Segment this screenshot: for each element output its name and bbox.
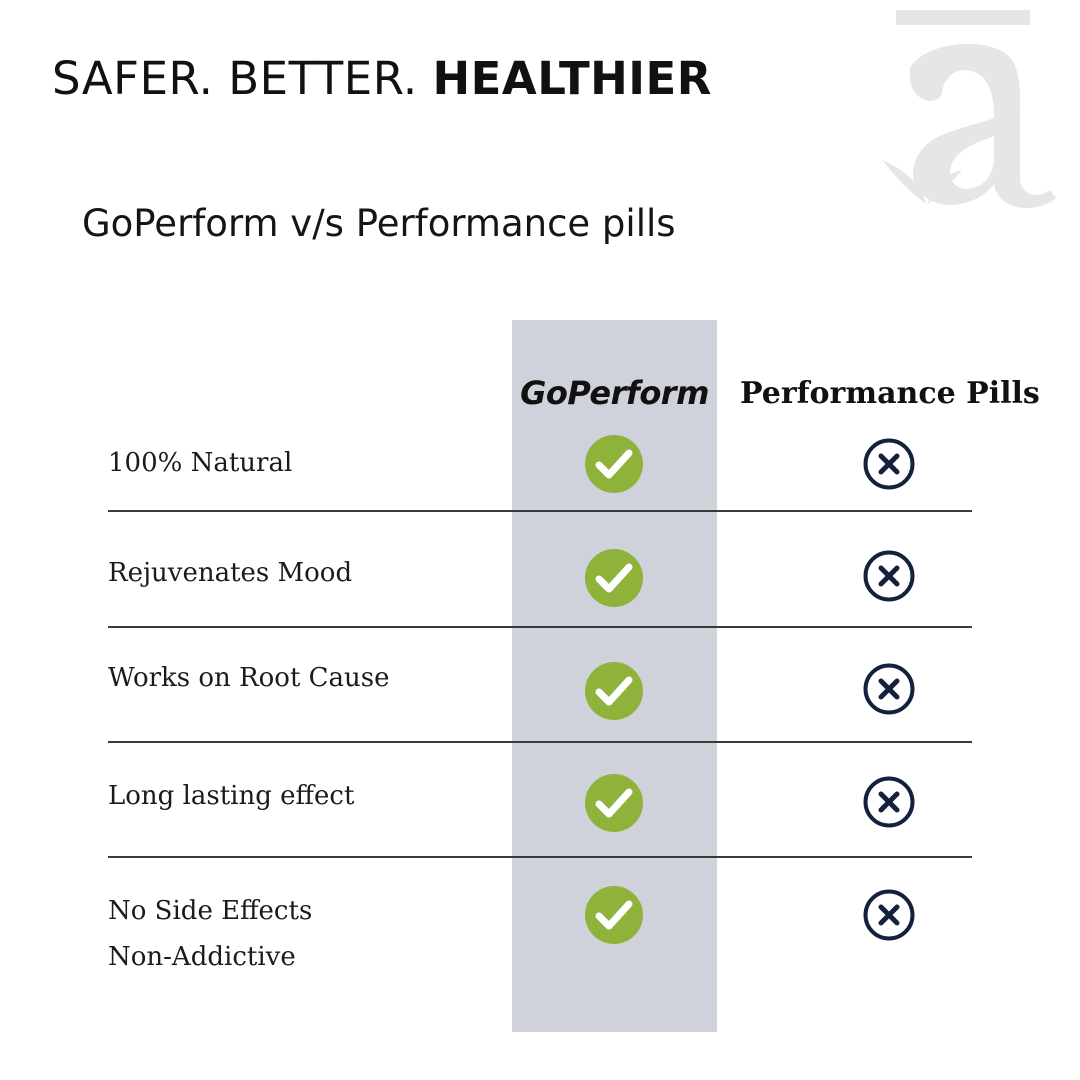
- row-label: 100% Natural: [108, 448, 293, 478]
- page-subtitle: GoPerform v/s Performance pills: [82, 202, 676, 245]
- check-icon: [585, 662, 643, 720]
- cross-icon: [863, 438, 915, 490]
- row-label: Long lasting effect: [108, 781, 355, 811]
- row-divider: [108, 741, 972, 743]
- check-icon: [585, 774, 643, 832]
- check-icon: [585, 549, 643, 607]
- cross-icon: [863, 889, 915, 941]
- headline-bold: HEALTHIER: [432, 52, 712, 105]
- row-label: No Side Effects Non-Addictive: [108, 896, 313, 972]
- brand-logo: [882, 10, 1056, 209]
- cross-icon: [863, 776, 915, 828]
- column-header-performance-pills: Performance Pills: [740, 376, 1040, 411]
- headline-regular: SAFER. BETTER.: [52, 52, 418, 105]
- headline: SAFER. BETTER. HEALTHIER: [52, 52, 712, 105]
- cross-icon: [863, 550, 915, 602]
- cross-icon: [863, 663, 915, 715]
- row-divider: [108, 510, 972, 512]
- row-divider: [108, 856, 972, 858]
- row-label: Works on Root Cause: [108, 663, 390, 693]
- row-label: Rejuvenates Mood: [108, 558, 353, 588]
- row-divider: [108, 626, 972, 628]
- check-icon: [585, 435, 643, 493]
- column-header-goperform: GoPerform: [520, 374, 709, 412]
- check-icon: [585, 886, 643, 944]
